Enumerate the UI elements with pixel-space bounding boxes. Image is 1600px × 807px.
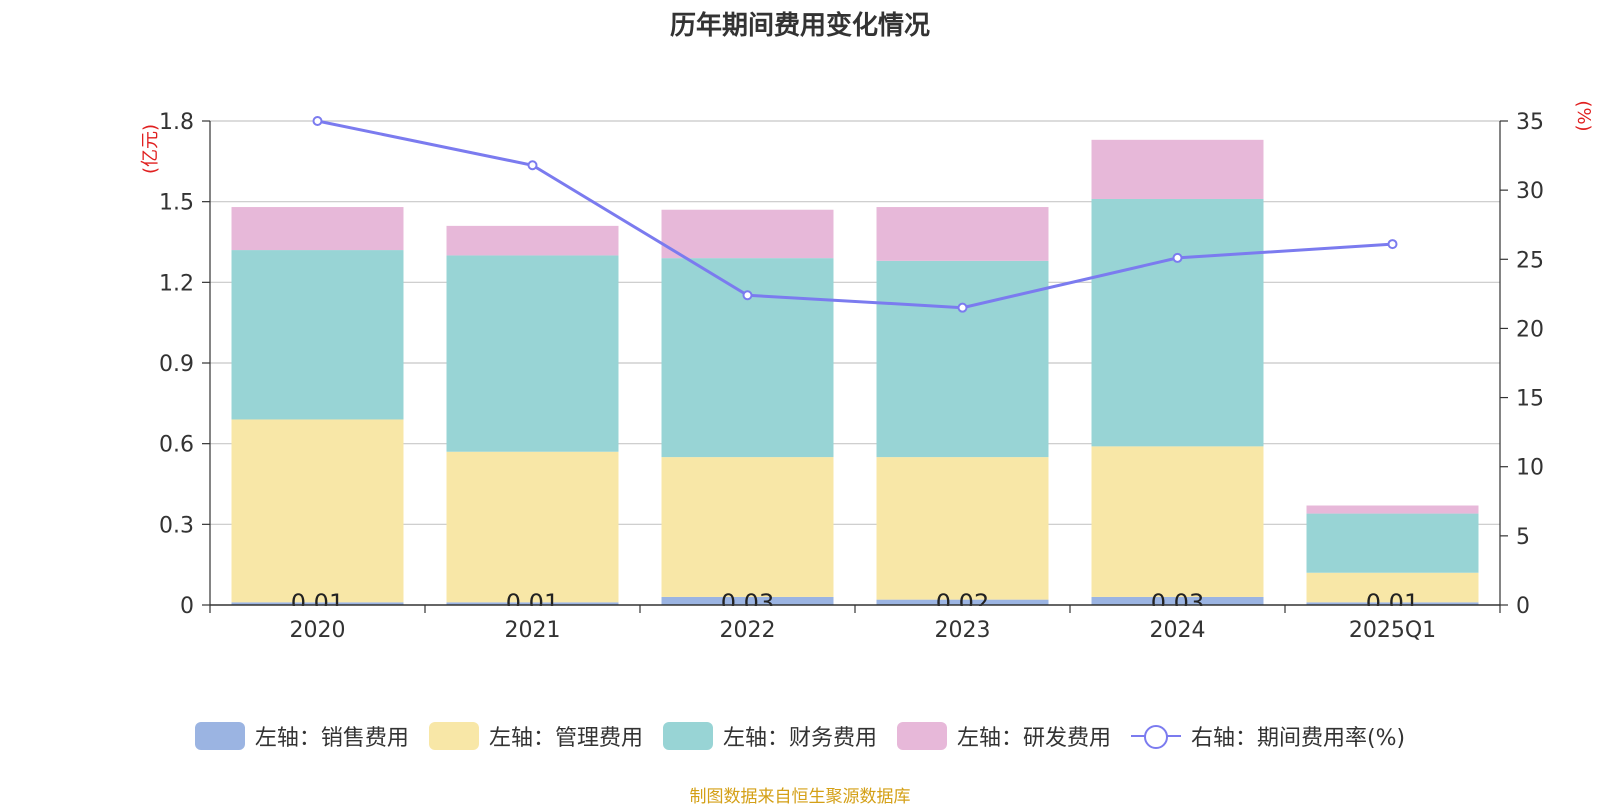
bar-segment-rnd xyxy=(231,207,404,251)
right-axis-tick-label: 10 xyxy=(1516,456,1544,481)
x-axis-tick-label: 2020 xyxy=(290,618,346,643)
bar-segment-admin xyxy=(1306,572,1479,603)
bar-segment-finance xyxy=(661,258,834,458)
bar-segment-sales xyxy=(661,596,834,605)
bar-segment-finance xyxy=(446,255,619,452)
x-axis-tick-label: 2022 xyxy=(720,618,776,643)
left-axis-tick-label: 0.3 xyxy=(159,513,194,538)
left-axis-tick-label: 0.6 xyxy=(159,433,194,458)
expense-ratio-line xyxy=(317,119,1393,310)
legend-label-admin: 左轴：管理费用 xyxy=(488,726,643,751)
bar-segment-finance xyxy=(1306,513,1479,573)
bar-segment-rnd xyxy=(661,209,834,259)
legend-item-rnd[interactable]: 左轴：研发费用 xyxy=(896,720,1111,752)
legend-label-expense-ratio: 右轴：期间费用率(%) xyxy=(1190,726,1406,751)
right-axis-tick-label: 30 xyxy=(1516,179,1544,204)
bar-segment-rnd xyxy=(876,207,1049,261)
bar-segment-admin xyxy=(446,451,619,603)
legend-swatch-sales xyxy=(194,722,245,750)
x-axis-tick-label: 2025Q1 xyxy=(1349,618,1436,643)
legend-item-admin[interactable]: 左轴：管理费用 xyxy=(428,720,643,752)
x-axis-tick-label: 2024 xyxy=(1150,618,1206,643)
bar-segment-admin xyxy=(1091,446,1264,597)
right-axis-tick-label: 25 xyxy=(1516,248,1544,273)
left-axis-tick-label: 1.8 xyxy=(159,110,194,135)
legend-swatch-finance xyxy=(662,722,713,750)
left-axis-tick-label: 0 xyxy=(180,594,194,619)
bar-segment-sales xyxy=(446,602,619,605)
left-axis-tick-label: 1.2 xyxy=(159,271,194,296)
bar-segment-sales xyxy=(876,599,1049,605)
bar-segment-rnd xyxy=(446,225,619,256)
bar-segment-finance xyxy=(1091,198,1264,447)
expense-ratio-point xyxy=(742,290,753,301)
bar-segment-rnd xyxy=(1091,139,1264,199)
bar-segment-finance xyxy=(876,260,1049,458)
expense-ratio-point xyxy=(527,160,538,171)
bar-segment-sales xyxy=(231,602,404,605)
expense-ratio-point xyxy=(957,302,968,313)
right-axis-tick-label: 35 xyxy=(1516,110,1544,135)
x-axis-tick-label: 2023 xyxy=(935,618,991,643)
x-axis-tick-label: 2021 xyxy=(505,618,561,643)
left-axis-unit-label: (亿元) xyxy=(140,124,161,174)
legend-item-finance[interactable]: 左轴：财务费用 xyxy=(662,720,877,752)
chart-title: 历年期间费用变化情况 xyxy=(669,11,930,41)
expense-ratio-point xyxy=(312,116,323,126)
bar-segment-finance xyxy=(231,250,404,420)
bar-segment-admin xyxy=(231,419,404,603)
bar-segment-sales xyxy=(1091,596,1264,605)
legend-item-sales[interactable]: 左轴：销售费用 xyxy=(194,720,409,752)
bar-segment-sales xyxy=(1306,602,1479,605)
legend: 左轴：销售费用 左轴：管理费用 左轴：财务费用 左轴：研发费用 右轴：期间费用率… xyxy=(0,720,1600,752)
expense-ratio-point xyxy=(1172,252,1183,263)
right-axis-tick-label: 20 xyxy=(1516,317,1544,342)
expense-ratio-point xyxy=(1387,239,1398,250)
legend-label-rnd: 左轴：研发费用 xyxy=(956,726,1111,751)
legend-item-expense-ratio[interactable]: 右轴：期间费用率(%) xyxy=(1130,720,1406,752)
legend-swatch-rnd xyxy=(896,722,947,750)
source-note: 制图数据来自恒生聚源数据库 xyxy=(689,787,911,807)
right-axis-tick-label: 5 xyxy=(1516,525,1530,550)
legend-swatch-admin xyxy=(428,722,479,750)
legend-label-sales: 左轴：销售费用 xyxy=(254,726,409,751)
right-axis-tick-label: 0 xyxy=(1516,594,1530,619)
right-axis-unit-label: (%) xyxy=(1573,100,1594,131)
legend-label-finance: 左轴：财务费用 xyxy=(722,726,877,751)
left-axis-tick-label: 0.9 xyxy=(159,352,194,377)
right-axis-tick-label: 15 xyxy=(1516,387,1544,412)
bar-segment-rnd xyxy=(1306,505,1479,514)
bar-segment-admin xyxy=(661,457,834,597)
bar-segment-admin xyxy=(876,457,1049,600)
legend-line-marker-icon xyxy=(1130,722,1181,750)
left-axis-tick-label: 1.5 xyxy=(159,191,194,216)
